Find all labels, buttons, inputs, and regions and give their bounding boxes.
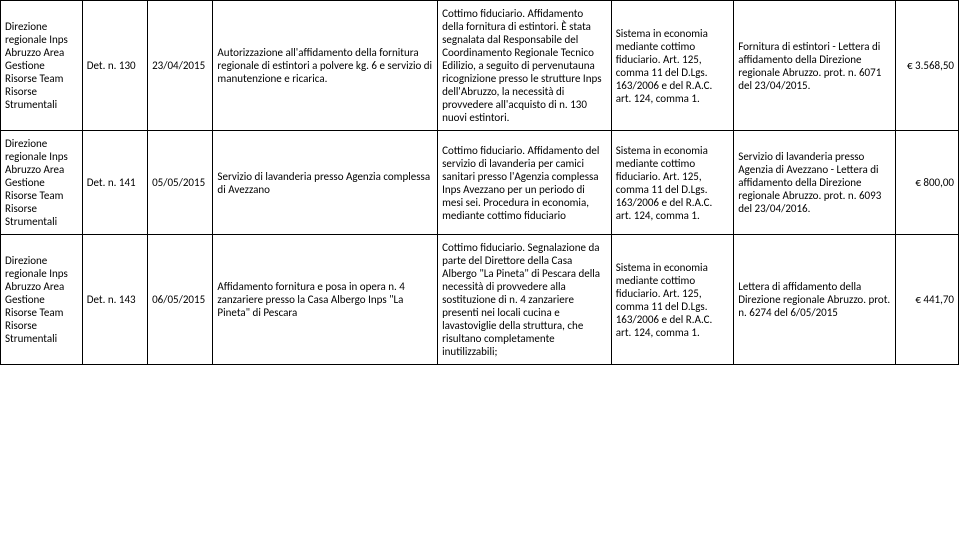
cell-descrizione: Cottimo fiduciario. Affidamento della fo… [438, 1, 612, 131]
cell-det: Det. n. 143 [82, 235, 147, 365]
cell-data: 06/05/2015 [148, 235, 213, 365]
data-table: Direzione regionale Inps Abruzzo Area Ge… [0, 0, 959, 365]
cell-oggetto: Autorizzazione all'affidamento della for… [213, 1, 438, 131]
cell-det: Det. n. 130 [82, 1, 147, 131]
cell-det: Det. n. 141 [82, 131, 147, 235]
cell-oggetto: Servizio di lavanderia presso Agenzia co… [213, 131, 438, 235]
cell-descrizione: Cottimo fiduciario. Segnalazione da part… [438, 235, 612, 365]
cell-oggetto: Affidamento fornitura e posa in opera n.… [213, 235, 438, 365]
cell-norma: Sistema in economia mediante cottimo fid… [611, 1, 734, 131]
cell-descrizione: Cottimo fiduciario. Affidamento del serv… [438, 131, 612, 235]
table-row: Direzione regionale Inps Abruzzo Area Ge… [1, 1, 959, 131]
cell-riferimento: Lettera di affidamento della Direzione r… [734, 235, 895, 365]
cell-norma: Sistema in economia mediante cottimo fid… [611, 235, 734, 365]
cell-direzione: Direzione regionale Inps Abruzzo Area Ge… [1, 1, 83, 131]
table-row: Direzione regionale Inps Abruzzo Area Ge… [1, 131, 959, 235]
cell-direzione: Direzione regionale Inps Abruzzo Area Ge… [1, 131, 83, 235]
cell-importo: € 441,70 [895, 235, 958, 365]
cell-data: 05/05/2015 [148, 131, 213, 235]
cell-data: 23/04/2015 [148, 1, 213, 131]
cell-riferimento: Fornitura di estintori - Lettera di affi… [734, 1, 895, 131]
cell-norma: Sistema in economia mediante cottimo fid… [611, 131, 734, 235]
cell-riferimento: Servizio di lavanderia presso Agenzia di… [734, 131, 895, 235]
table-row: Direzione regionale Inps Abruzzo Area Ge… [1, 235, 959, 365]
cell-importo: € 800,00 [895, 131, 958, 235]
cell-direzione: Direzione regionale Inps Abruzzo Area Ge… [1, 235, 83, 365]
cell-importo: € 3.568,50 [895, 1, 958, 131]
